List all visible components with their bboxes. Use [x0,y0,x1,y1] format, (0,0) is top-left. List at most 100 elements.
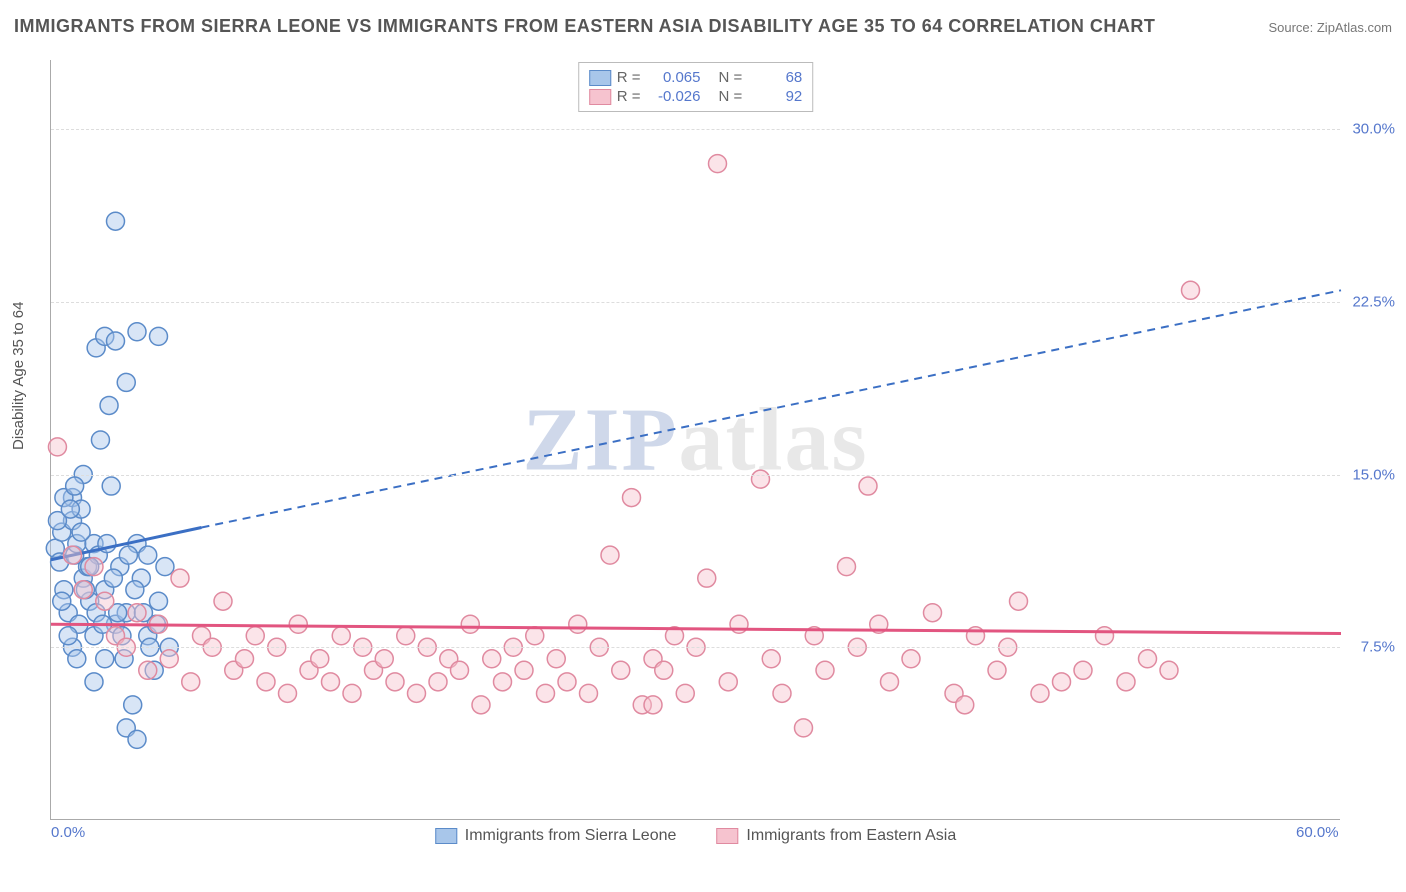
scatter-point-eastern_asia [322,673,340,691]
scatter-point-eastern_asia [461,615,479,633]
scatter-point-eastern_asia [988,661,1006,679]
scatter-point-eastern_asia [558,673,576,691]
scatter-point-eastern_asia [881,673,899,691]
scatter-svg [51,60,1340,819]
y-tick-label: 22.5% [1352,293,1395,310]
gridline [51,475,1340,476]
gridline [51,302,1340,303]
scatter-point-eastern_asia [709,155,727,173]
scatter-point-eastern_asia [160,650,178,668]
scatter-point-eastern_asia [537,684,555,702]
scatter-point-sierra_leone [126,581,144,599]
scatter-point-eastern_asia [515,661,533,679]
scatter-point-eastern_asia [289,615,307,633]
scatter-point-eastern_asia [838,558,856,576]
legend-series-item-1: Immigrants from Eastern Asia [716,827,956,845]
scatter-point-sierra_leone [139,546,157,564]
scatter-point-eastern_asia [1053,673,1071,691]
source-attribution: Source: ZipAtlas.com [1268,20,1392,35]
scatter-point-sierra_leone [107,332,125,350]
legend-series-item-0: Immigrants from Sierra Leone [435,827,677,845]
scatter-point-eastern_asia [48,438,66,456]
scatter-point-sierra_leone [53,592,71,610]
y-tick-label: 15.0% [1352,466,1395,483]
scatter-point-sierra_leone [104,569,122,587]
scatter-point-eastern_asia [311,650,329,668]
scatter-point-eastern_asia [1182,281,1200,299]
scatter-point-eastern_asia [1074,661,1092,679]
scatter-point-eastern_asia [128,604,146,622]
trendline-dashed-sierra_leone [202,290,1342,527]
scatter-point-sierra_leone [119,546,137,564]
scatter-point-eastern_asia [580,684,598,702]
y-tick-label: 7.5% [1361,639,1395,656]
legend-series-label-0: Immigrants from Sierra Leone [465,827,677,845]
scatter-point-eastern_asia [1096,627,1114,645]
scatter-point-eastern_asia [214,592,232,610]
scatter-point-eastern_asia [332,627,350,645]
plot-area: ZIPatlas R = 0.065 N = 68 R = -0.026 N =… [50,60,1340,820]
y-axis-label: Disability Age 35 to 64 [10,302,27,450]
scatter-point-eastern_asia [408,684,426,702]
x-tick-label: 0.0% [51,824,85,841]
scatter-point-eastern_asia [569,615,587,633]
scatter-point-eastern_asia [451,661,469,679]
chart-title: IMMIGRANTS FROM SIERRA LEONE VS IMMIGRAN… [14,16,1155,37]
scatter-point-sierra_leone [124,696,142,714]
scatter-point-eastern_asia [64,546,82,564]
scatter-point-eastern_asia [483,650,501,668]
scatter-point-sierra_leone [156,558,174,576]
scatter-point-eastern_asia [96,592,114,610]
scatter-point-sierra_leone [59,627,77,645]
scatter-point-eastern_asia [655,661,673,679]
scatter-point-eastern_asia [816,661,834,679]
scatter-point-sierra_leone [68,650,86,668]
scatter-point-eastern_asia [676,684,694,702]
scatter-point-eastern_asia [182,673,200,691]
scatter-chart: IMMIGRANTS FROM SIERRA LEONE VS IMMIGRAN… [0,0,1406,892]
gridline [51,647,1340,648]
scatter-point-sierra_leone [128,323,146,341]
scatter-point-eastern_asia [236,650,254,668]
scatter-point-sierra_leone [85,673,103,691]
scatter-point-eastern_asia [773,684,791,702]
scatter-point-eastern_asia [924,604,942,622]
scatter-point-sierra_leone [128,730,146,748]
scatter-point-eastern_asia [762,650,780,668]
legend-swatch-b1 [716,828,738,844]
scatter-point-eastern_asia [1139,650,1157,668]
scatter-point-eastern_asia [472,696,490,714]
scatter-point-eastern_asia [1031,684,1049,702]
scatter-point-eastern_asia [601,546,619,564]
scatter-point-eastern_asia [74,581,92,599]
scatter-point-eastern_asia [859,477,877,495]
scatter-point-eastern_asia [1117,673,1135,691]
gridline [51,129,1340,130]
scatter-point-eastern_asia [494,673,512,691]
scatter-point-eastern_asia [386,673,404,691]
scatter-point-eastern_asia [644,696,662,714]
scatter-point-sierra_leone [102,477,120,495]
scatter-point-eastern_asia [1010,592,1028,610]
legend-series: Immigrants from Sierra Leone Immigrants … [435,827,956,845]
y-tick-label: 30.0% [1352,121,1395,138]
scatter-point-sierra_leone [107,212,125,230]
legend-series-label-1: Immigrants from Eastern Asia [746,827,956,845]
scatter-point-eastern_asia [526,627,544,645]
scatter-point-eastern_asia [698,569,716,587]
trendline-eastern_asia [51,624,1341,633]
scatter-point-sierra_leone [150,327,168,345]
scatter-point-eastern_asia [397,627,415,645]
x-tick-label: 60.0% [1296,824,1339,841]
scatter-point-sierra_leone [61,500,79,518]
scatter-point-sierra_leone [100,396,118,414]
scatter-point-sierra_leone [91,431,109,449]
scatter-point-eastern_asia [171,569,189,587]
scatter-point-sierra_leone [150,592,168,610]
scatter-point-eastern_asia [257,673,275,691]
scatter-point-eastern_asia [612,661,630,679]
scatter-point-eastern_asia [85,558,103,576]
scatter-point-eastern_asia [279,684,297,702]
scatter-point-eastern_asia [246,627,264,645]
scatter-point-eastern_asia [547,650,565,668]
